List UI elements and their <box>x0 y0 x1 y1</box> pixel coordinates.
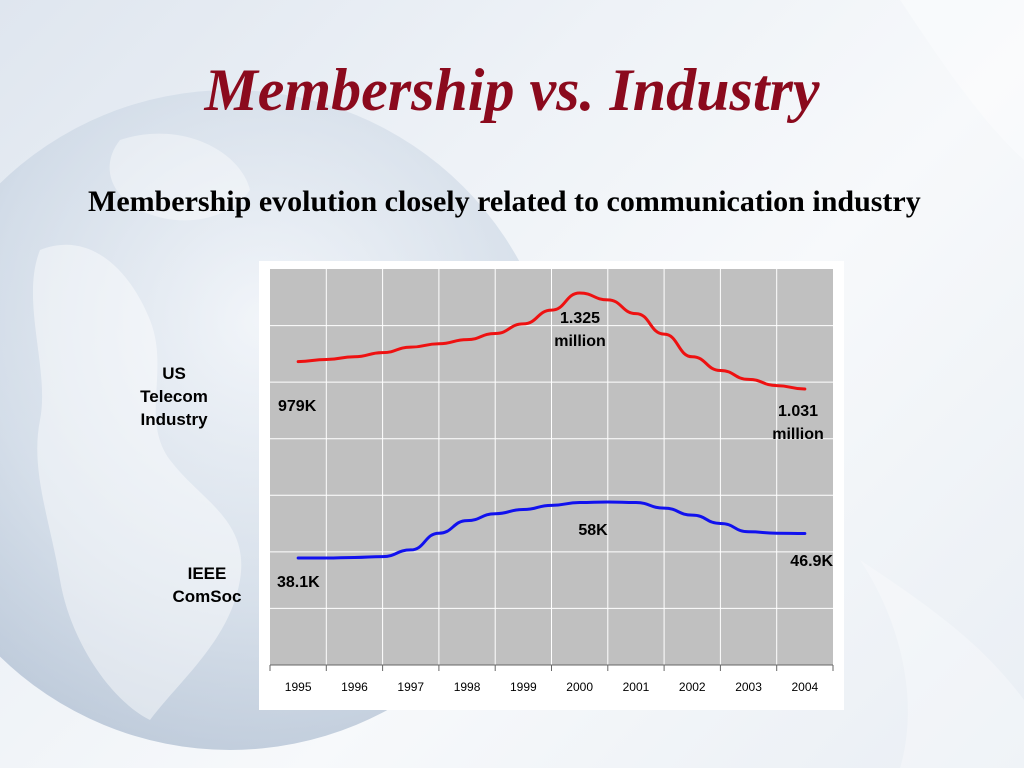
ieee-comsoc-line <box>296 500 807 560</box>
x-tick-label: 2003 <box>735 680 762 694</box>
x-tick-label: 2000 <box>566 680 593 694</box>
x-tick-label: 2004 <box>791 680 818 694</box>
us-telecom-label-line: Industry <box>140 410 208 429</box>
us-telecom-line <box>296 291 807 391</box>
ieee-comsoc-label: IEEE ComSoc <box>160 562 254 608</box>
data-label: 58K <box>578 522 608 539</box>
data-label: 1.325 million <box>554 310 606 350</box>
x-tick-label: 1995 <box>285 680 312 694</box>
us-telecom-label-line: US <box>162 364 186 383</box>
x-tick-label: 2002 <box>679 680 706 694</box>
slide-subtitle: Membership evolution closely related to … <box>88 185 921 218</box>
ieee-comsoc-label-line: IEEE <box>187 564 227 583</box>
us-telecom-label: US Telecom Industry <box>126 362 222 431</box>
ieee-comsoc-label-line: ComSoc <box>172 587 242 606</box>
x-tick-label: 1997 <box>397 680 424 694</box>
x-tick-label: 2001 <box>623 680 650 694</box>
data-label: 38.1K <box>277 574 320 591</box>
us-telecom-label-line: Telecom <box>140 387 208 406</box>
data-label: 979K <box>278 398 317 415</box>
x-tick-label: 1998 <box>454 680 481 694</box>
x-tick-label: 1999 <box>510 680 537 694</box>
slide-title: Membership vs. Industry <box>204 57 820 123</box>
x-tick-label: 1996 <box>341 680 368 694</box>
data-label: 1.031 million <box>772 403 824 443</box>
data-label: 46.9K <box>790 553 833 570</box>
